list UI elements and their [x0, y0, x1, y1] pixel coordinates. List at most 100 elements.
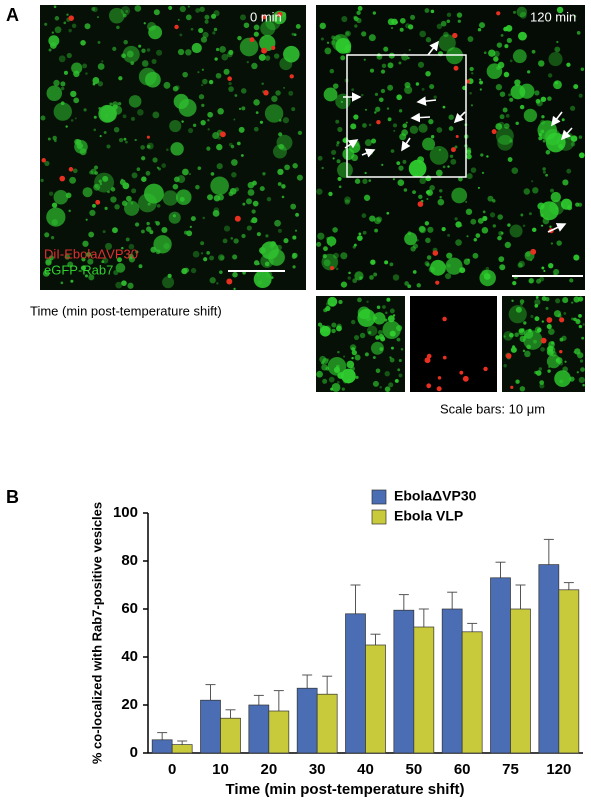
cell-signal: [569, 376, 575, 382]
cell-signal: [54, 26, 62, 34]
cell-signal: [215, 47, 220, 52]
cell-signal: [570, 105, 576, 111]
cell-signal: [265, 271, 273, 278]
cell-signal: [525, 251, 531, 257]
cell-signal: [396, 94, 402, 101]
cell-signal: [538, 132, 542, 137]
cell-signal: [559, 337, 564, 342]
cell-signal: [79, 148, 87, 156]
cell-signal: [578, 314, 582, 318]
cell-signal: [198, 94, 205, 100]
cell-signal: [105, 242, 113, 250]
cell-signal: [207, 128, 210, 131]
virus-signal: [496, 11, 501, 16]
cell-signal: [496, 66, 501, 71]
cell-signal: [51, 202, 58, 208]
cell-signal: [46, 85, 63, 102]
cell-signal: [579, 359, 584, 363]
cell-signal: [578, 296, 584, 302]
cell-signal: [429, 84, 435, 90]
cell-signal: [373, 312, 386, 325]
cell-signal: [201, 68, 204, 71]
cell-signal: [541, 115, 545, 119]
cell-signal: [375, 335, 380, 340]
cell-signal: [177, 48, 185, 56]
cell-signal: [352, 278, 358, 284]
x-tick-label: 120: [546, 761, 571, 778]
cell-signal: [253, 99, 260, 106]
cell-signal: [515, 306, 522, 313]
cell-signal: [408, 48, 411, 52]
cell-signal: [364, 171, 367, 175]
cell-signal: [536, 327, 542, 333]
cell-signal: [81, 257, 86, 262]
cell-signal: [357, 235, 363, 241]
cell-signal: [152, 157, 158, 163]
cell-signal: [361, 93, 364, 97]
cell-signal: [359, 332, 366, 339]
cell-signal: [253, 24, 260, 31]
cell-signal: [378, 333, 385, 340]
cell-signal: [546, 323, 552, 330]
cell-signal: [549, 225, 552, 228]
cell-signal: [404, 232, 418, 246]
cell-signal: [580, 67, 585, 71]
cell-signal: [52, 135, 57, 141]
cell-signal: [559, 361, 564, 366]
cell-signal: [507, 157, 513, 162]
cell-signal: [223, 225, 231, 232]
cell-signal: [335, 35, 341, 41]
cell-signal: [101, 60, 104, 63]
cell-signal: [326, 41, 330, 44]
cell-signal: [71, 23, 77, 29]
cell-signal: [578, 93, 583, 98]
cell-signal: [122, 182, 130, 190]
cell-signal: [535, 370, 542, 376]
cell-signal: [253, 260, 260, 266]
cell-signal: [123, 39, 128, 45]
cell-signal: [438, 34, 456, 52]
cell-signal: [445, 257, 463, 275]
arrows: [343, 40, 573, 233]
cell-signal: [47, 137, 51, 141]
cell-signal: [88, 274, 95, 281]
bar: [365, 644, 386, 754]
cell-signal: [386, 297, 391, 302]
cell-signal: [516, 6, 527, 18]
cell-signal: [148, 25, 163, 40]
cell-signal: [508, 305, 527, 324]
cell-signal: [519, 11, 527, 19]
cell-signal: [112, 46, 117, 52]
cell-signal: [264, 55, 271, 61]
cell-signal: [554, 46, 561, 53]
cell-signal: [430, 9, 435, 14]
cell-signal: [131, 116, 135, 121]
y-tick-label: 60: [121, 600, 138, 617]
cell-signal: [60, 86, 65, 91]
cell-signal: [118, 76, 123, 81]
cell-signal: [359, 276, 363, 280]
cell-signal: [317, 232, 325, 240]
cell-signal: [368, 179, 372, 182]
cell-signal: [391, 346, 394, 350]
cell-signal: [162, 190, 179, 206]
cell-signal: [330, 40, 336, 46]
cell-signal: [144, 183, 164, 204]
cell-signal: [204, 14, 210, 20]
cell-signal: [354, 24, 358, 28]
cell-signal: [92, 82, 96, 86]
cell-signal: [543, 269, 546, 273]
cell-signal: [352, 245, 356, 249]
cell-signal: [70, 279, 74, 283]
cell-signal: [395, 21, 399, 24]
cell-signal: [188, 172, 192, 176]
cell-signal: [295, 212, 299, 217]
cell-signal: [234, 94, 238, 97]
cell-signal: [63, 21, 67, 25]
cell-signal: [511, 299, 514, 303]
cell-signal: [219, 255, 225, 260]
cell-signal: [447, 165, 450, 168]
cell-signal: [323, 308, 328, 313]
cell-signal: [523, 330, 543, 350]
